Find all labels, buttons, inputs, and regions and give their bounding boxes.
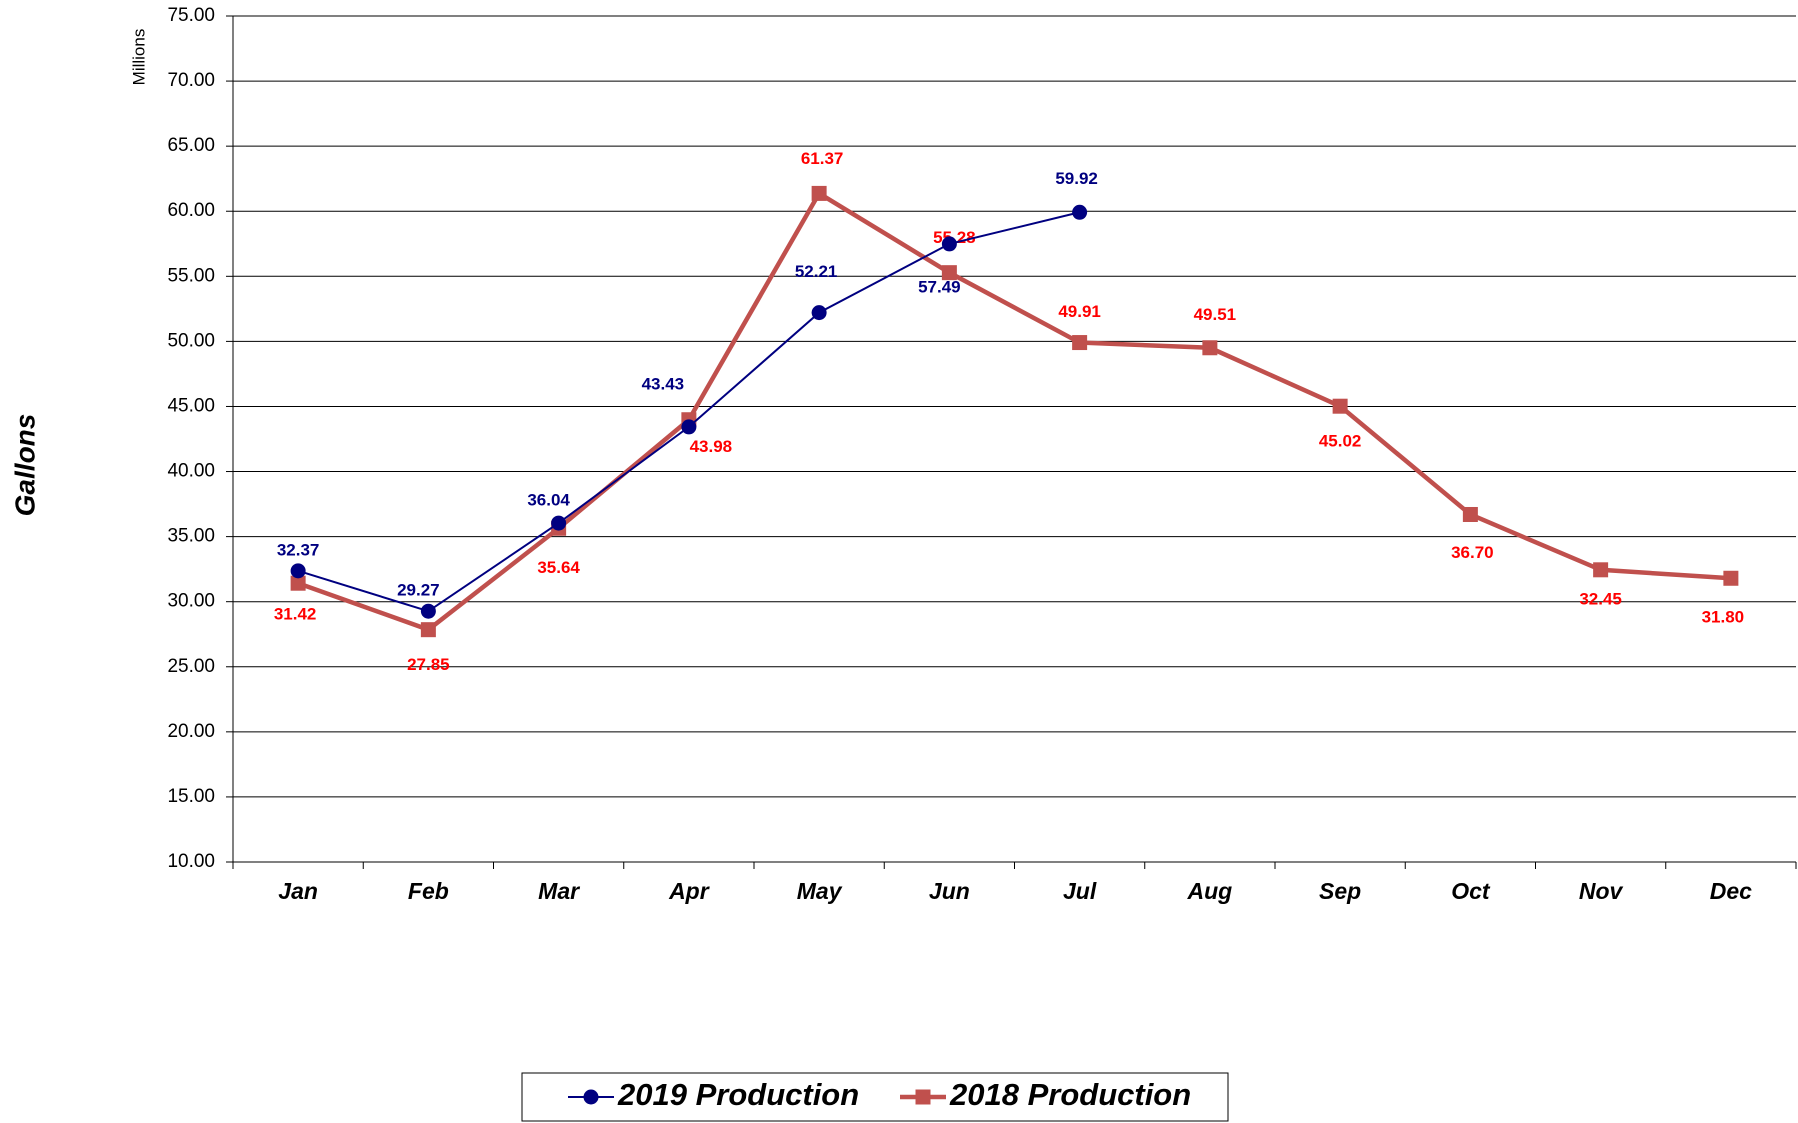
data-label: 61.37 [801, 149, 844, 168]
point [420, 622, 436, 638]
y-tick-label: 75.00 [167, 5, 215, 26]
point [1332, 398, 1348, 414]
x-tick-label: Dec [1710, 878, 1752, 904]
y-tick-label: 25.00 [167, 656, 215, 677]
point [811, 185, 827, 201]
y-tick-label: 45.00 [167, 395, 215, 416]
data-label: 31.42 [274, 605, 317, 624]
x-tick-label: Nov [1579, 878, 1624, 904]
y-tick-label: 40.00 [167, 461, 215, 482]
legend-marker [583, 1089, 599, 1105]
y-tick-label: 30.00 [167, 591, 215, 612]
data-label: 45.02 [1319, 432, 1362, 451]
x-tick-label: Oct [1451, 878, 1491, 904]
y-tick-label: 20.00 [167, 721, 215, 742]
data-label: 49.51 [1194, 305, 1237, 324]
y-tick-label: 50.00 [167, 330, 215, 351]
data-label: 43.43 [642, 374, 685, 393]
y-tick-label: 60.00 [167, 200, 215, 221]
x-tick-label: Mar [538, 878, 580, 904]
series-line [297, 190, 1732, 633]
x-tick-label: May [797, 878, 843, 904]
data-label: 52.21 [795, 262, 838, 281]
y-tick-label: 55.00 [167, 265, 215, 286]
legend-label: 2018 Production [949, 1077, 1191, 1112]
data-label: 31.80 [1702, 608, 1745, 627]
data-label: 32.37 [277, 540, 320, 559]
x-tick-label: Aug [1187, 878, 1233, 904]
x-tick-label: Sep [1319, 878, 1361, 904]
point [1593, 562, 1609, 578]
point [1072, 335, 1088, 351]
data-label: 29.27 [397, 581, 440, 600]
point [1072, 204, 1088, 220]
data-label: 43.98 [690, 437, 733, 456]
data-label: 27.85 [407, 655, 450, 674]
data-label: 32.45 [1579, 589, 1622, 608]
point [1462, 506, 1478, 522]
legend-label: 2019 Production [617, 1077, 859, 1112]
x-tick-label: Jul [1063, 878, 1097, 904]
point [941, 265, 957, 281]
point [681, 419, 697, 435]
legend-marker [915, 1089, 931, 1105]
y-axis-label: Gallons [9, 414, 40, 517]
point [941, 236, 957, 252]
point [1202, 340, 1218, 356]
y-unit-label: Millions [129, 29, 148, 86]
point [290, 563, 306, 579]
data-label: 49.91 [1058, 302, 1101, 321]
point [290, 575, 306, 591]
point [811, 305, 827, 321]
series-line [297, 211, 1080, 613]
legend-box [521, 1072, 1229, 1122]
data-label: 36.04 [527, 491, 570, 510]
x-tick-label: Feb [408, 878, 449, 904]
x-tick-label: Apr [668, 878, 710, 904]
point [551, 515, 567, 531]
point [1723, 570, 1739, 586]
data-label: 35.64 [537, 558, 580, 577]
point [420, 603, 436, 619]
y-tick-label: 15.00 [167, 786, 215, 807]
y-tick-label: 35.00 [167, 526, 215, 547]
x-tick-label: Jan [278, 878, 318, 904]
data-label: 36.70 [1451, 543, 1494, 562]
data-label: 59.92 [1055, 169, 1098, 188]
y-tick-label: 65.00 [167, 135, 215, 156]
x-tick-label: Jun [929, 878, 970, 904]
y-tick-label: 70.00 [167, 70, 215, 91]
data-label: 57.49 [918, 277, 961, 296]
y-tick-label: 10.00 [167, 851, 215, 872]
